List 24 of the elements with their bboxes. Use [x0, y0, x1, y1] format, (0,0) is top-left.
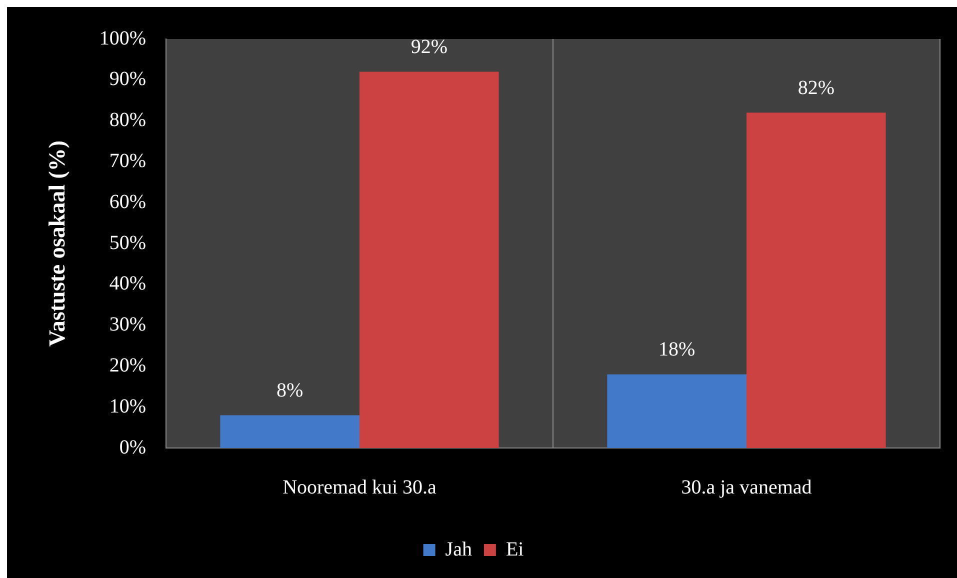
- x-tick-label: 30.a ja vanemad: [681, 476, 812, 498]
- legend-label: Jah: [445, 538, 472, 560]
- data-label: 8%: [276, 380, 304, 402]
- data-label: 92%: [410, 36, 448, 58]
- y-tick-label: 10%: [109, 395, 146, 418]
- legend-label: Ei: [506, 538, 524, 560]
- y-tick-label: 20%: [109, 354, 146, 376]
- y-tick-label: 60%: [109, 190, 146, 213]
- bar: [746, 112, 886, 448]
- y-tick-label: 90%: [109, 68, 146, 90]
- y-tick-label: 80%: [109, 109, 146, 132]
- y-tick-label: 70%: [109, 150, 146, 172]
- y-tick-label: 0%: [119, 436, 146, 458]
- bar: [220, 415, 360, 448]
- data-label: 18%: [658, 338, 696, 361]
- x-tick-label: Nooremad kui 30.a: [282, 476, 437, 498]
- y-tick-label: 40%: [109, 272, 146, 295]
- y-tick-label: 30%: [109, 314, 146, 336]
- y-tick-label: 50%: [109, 232, 146, 254]
- data-label: 82%: [798, 76, 834, 99]
- bar: [360, 72, 499, 448]
- y-tick-label: 100%: [99, 27, 146, 50]
- bar: [607, 374, 746, 448]
- y-axis-title: Vastuste osakaal (%): [44, 140, 70, 347]
